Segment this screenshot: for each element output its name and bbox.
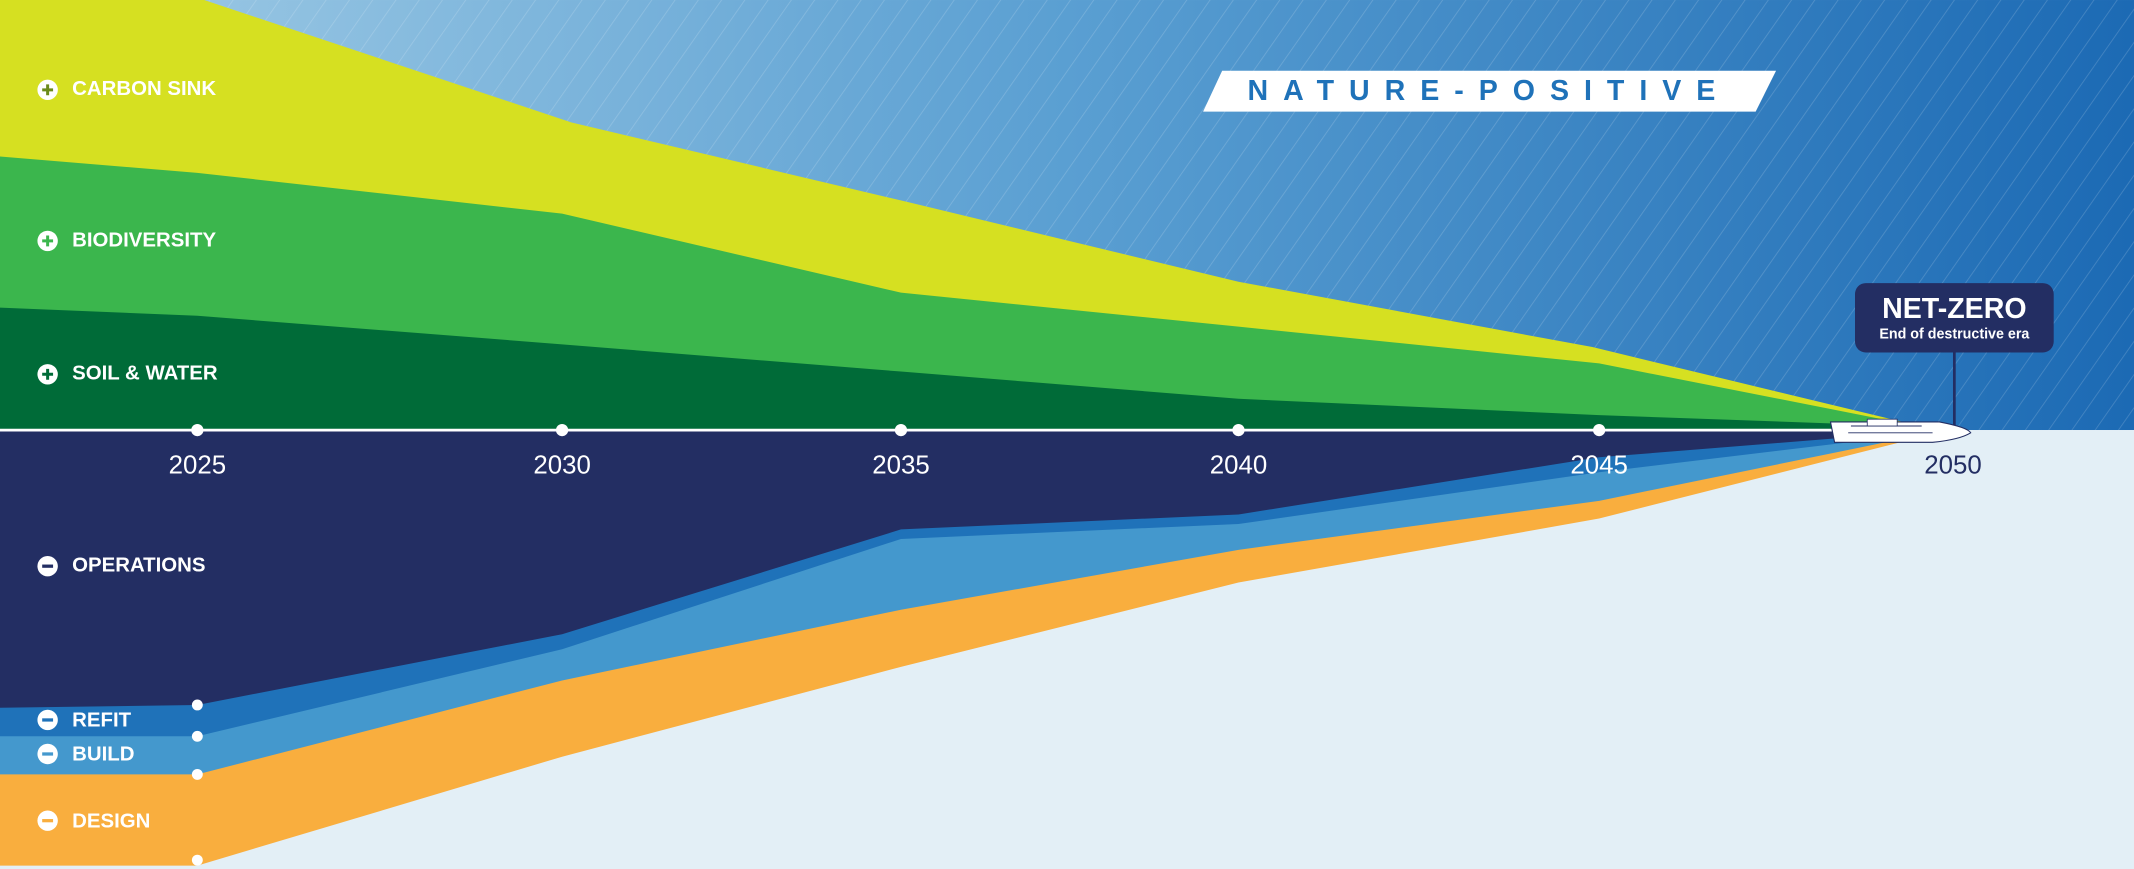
year-label: 2035 xyxy=(872,452,929,480)
timeline-dots xyxy=(191,423,1606,866)
badge-subtitle: End of destructive era xyxy=(1879,327,2030,343)
boat xyxy=(1829,418,1972,443)
plus-icons xyxy=(37,79,58,385)
negative-label: BUILD xyxy=(72,744,134,766)
negative-label: DESIGN xyxy=(72,810,150,832)
banner-box xyxy=(1203,70,1777,112)
year-label: 2040 xyxy=(1210,452,1268,480)
year-label: 2050 xyxy=(1924,452,1982,480)
negative-label: OPERATIONS xyxy=(72,555,205,577)
positive-label: BIODIVERSITY xyxy=(72,229,216,251)
year-label: 2030 xyxy=(533,452,591,480)
soil-water-area xyxy=(0,307,1903,431)
positive-label: SOIL & WATER xyxy=(72,363,218,385)
minus-icons xyxy=(37,555,58,831)
negative-label: REFIT xyxy=(72,710,131,732)
badge-title: NET-ZERO xyxy=(1882,293,2026,325)
operations-area xyxy=(0,430,1906,708)
positive-label: CARBON SINK xyxy=(72,78,216,100)
badge-box xyxy=(1855,283,2054,353)
banner-text: NATURE-POSITIVE xyxy=(1247,75,1730,107)
year-label: 2025 xyxy=(169,452,227,480)
year-label: 2045 xyxy=(1570,452,1628,480)
